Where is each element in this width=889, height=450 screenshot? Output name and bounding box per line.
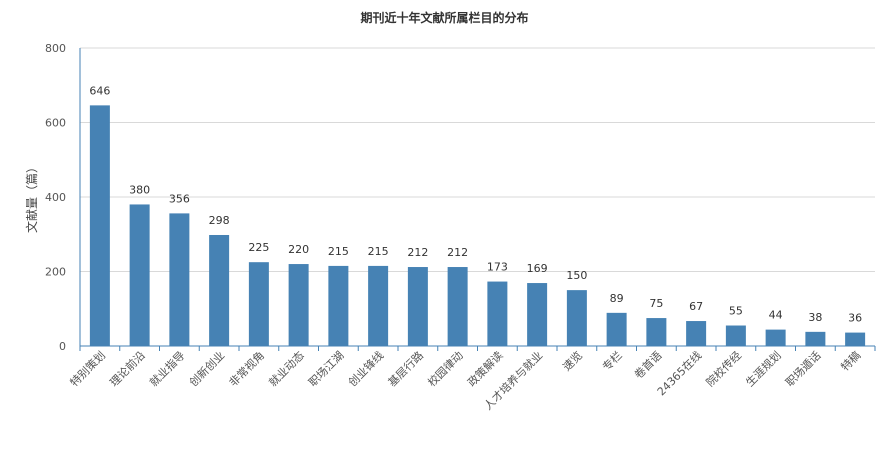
x-tick-label: 卷首语 [631, 348, 664, 381]
bar [288, 264, 309, 346]
x-tick-label: 理论前沿 [107, 348, 148, 389]
data-label: 225 [248, 241, 269, 254]
data-label: 75 [649, 297, 663, 310]
bar [407, 267, 428, 346]
x-tick-label: 创业锋线 [345, 348, 386, 389]
x-tick-label: 院校传经 [703, 348, 744, 389]
bar [209, 234, 230, 346]
bar [805, 331, 826, 346]
y-tick-label: 200 [45, 266, 66, 279]
bar [169, 213, 190, 346]
bar [89, 105, 110, 347]
x-tick-label: 基层行路 [386, 349, 426, 389]
data-label: 55 [729, 305, 743, 318]
bar [686, 321, 707, 346]
x-tick-label: 特稿 [838, 348, 863, 373]
bar [248, 262, 269, 346]
y-axis-title: 文献量（篇） [24, 161, 39, 233]
data-label: 173 [487, 261, 508, 274]
bar [447, 267, 468, 346]
bar [328, 265, 349, 346]
data-label: 215 [328, 245, 349, 258]
y-tick-label: 800 [45, 42, 66, 55]
x-tick-label: 职场遁话 [782, 348, 823, 389]
bar [725, 325, 746, 346]
y-tick-label: 400 [45, 191, 66, 204]
x-tick-label: 政策解读 [464, 348, 505, 389]
data-label: 215 [368, 245, 389, 258]
bar [566, 290, 587, 346]
data-label: 36 [848, 312, 862, 325]
data-label: 169 [527, 262, 548, 275]
x-tick-label: 生涯规划 [743, 348, 784, 389]
x-tick-label: 就业指导 [146, 348, 187, 389]
bar [487, 281, 508, 346]
x-tick-label: 专栏 [599, 348, 624, 373]
bar [765, 329, 786, 346]
bar [646, 318, 667, 346]
data-label: 380 [129, 183, 150, 196]
data-label: 220 [288, 243, 309, 256]
bar [606, 312, 627, 346]
data-label: 89 [610, 292, 624, 305]
data-label: 67 [689, 300, 703, 313]
x-tick-label: 创新创业 [186, 348, 227, 389]
data-label: 150 [566, 269, 587, 282]
data-label: 44 [769, 309, 783, 322]
bar [129, 204, 150, 346]
x-tick-label: 就业动态 [266, 348, 307, 389]
data-label: 212 [407, 246, 428, 259]
data-label: 356 [169, 192, 190, 205]
data-label: 298 [209, 214, 230, 227]
y-tick-label: 600 [45, 117, 66, 130]
bar [368, 265, 389, 346]
x-tick-label: 速览 [560, 348, 585, 373]
x-tick-label: 非常视角 [226, 348, 267, 389]
x-tick-label: 职场江湖 [305, 348, 346, 389]
bar [527, 283, 548, 346]
chart-title: 期刊近十年文献所属栏目的分布 [360, 11, 529, 25]
bar [845, 332, 866, 346]
data-label: 212 [447, 246, 468, 259]
y-tick-label: 0 [59, 340, 66, 353]
data-label: 38 [808, 311, 822, 324]
x-tick-label: 校园律动 [425, 348, 466, 389]
x-tick-label: 特别策划 [67, 348, 108, 389]
data-label: 646 [89, 84, 110, 97]
